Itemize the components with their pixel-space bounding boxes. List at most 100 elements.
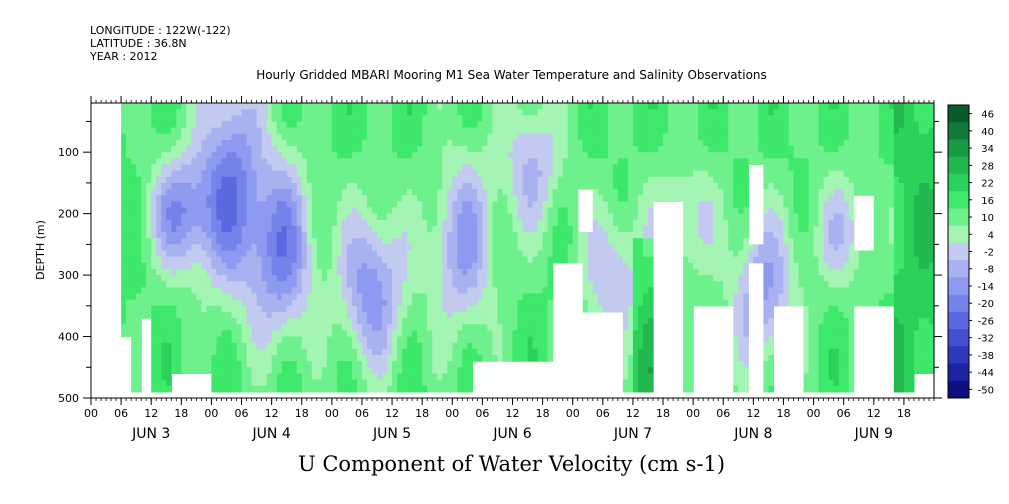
- heatmap-cell: [607, 213, 614, 221]
- heatmap-cell: [301, 330, 308, 338]
- heatmap-cell: [276, 195, 283, 202]
- heatmap-cell: [462, 127, 468, 135]
- heatmap-cell: [241, 287, 248, 295]
- heatmap-cell: [231, 361, 238, 368]
- heatmap-cell: [622, 367, 629, 375]
- heatmap-cell: [326, 164, 333, 172]
- heatmap-cell: [718, 293, 724, 301]
- heatmap-cell: [201, 281, 208, 288]
- heatmap-cell: [141, 311, 147, 319]
- heatmap-cell: [201, 348, 208, 356]
- heatmap-cell: [437, 348, 443, 356]
- heatmap-cell: [607, 133, 614, 141]
- heatmap-cell: [251, 385, 258, 393]
- heatmap-cell: [537, 238, 544, 245]
- heatmap-cell: [517, 201, 524, 209]
- heatmap-cell: [577, 103, 584, 110]
- heatmap-cell: [703, 139, 709, 147]
- heatmap-cell: [321, 299, 328, 307]
- heatmap-cell: [141, 275, 147, 282]
- heatmap-cell: [397, 342, 403, 350]
- heatmap-cell: [552, 127, 559, 135]
- heatmap-cell: [622, 293, 629, 301]
- heatmap-cell: [512, 207, 519, 215]
- heatmap-cell: [673, 121, 679, 129]
- heatmap-cell: [708, 225, 714, 233]
- heatmap-cell: [281, 275, 288, 282]
- heatmap-cell: [321, 293, 328, 301]
- heatmap-cell: [572, 176, 579, 184]
- heatmap-cell: [161, 348, 167, 356]
- heatmap-cell: [642, 201, 649, 209]
- heatmap-cell: [261, 133, 268, 141]
- heatmap-cell: [427, 195, 433, 202]
- heatmap-cell: [447, 115, 453, 123]
- heatmap-cell: [432, 176, 438, 184]
- heatmap-cell: [452, 115, 458, 123]
- heatmap-cell: [693, 225, 699, 233]
- heatmap-cell: [557, 121, 564, 129]
- heatmap-cell: [377, 268, 383, 276]
- heatmap-cell: [607, 293, 614, 301]
- heatmap-cell: [507, 219, 514, 227]
- heatmap-cell: [331, 182, 338, 190]
- heatmap-cell: [412, 176, 418, 184]
- heatmap-cell: [477, 195, 483, 202]
- heatmap-cell: [326, 189, 333, 196]
- heatmap-cell: [688, 121, 694, 129]
- heatmap-cell: [437, 385, 443, 393]
- heatmap-cell: [161, 127, 167, 135]
- heatmap-cell: [397, 115, 403, 123]
- heatmap-cell: [492, 348, 499, 356]
- heatmap-cell: [236, 354, 243, 362]
- heatmap-cell: [407, 305, 413, 313]
- heatmap-cell: [311, 103, 318, 110]
- heatmap-cell: [537, 287, 544, 295]
- heatmap-cell: [166, 225, 172, 233]
- heatmap-cell: [602, 146, 609, 153]
- heatmap-cell: [191, 189, 197, 196]
- heatmap-cell: [602, 244, 609, 252]
- heatmap-cell: [356, 324, 363, 331]
- heatmap-cell: [422, 287, 428, 295]
- heatmap-cell: [171, 232, 177, 239]
- heatmap-cell: [688, 225, 694, 233]
- heatmap-cell: [181, 103, 187, 110]
- heatmap-cell: [216, 354, 223, 362]
- heatmap-cell: [326, 311, 333, 319]
- heatmap-cell: [622, 182, 629, 190]
- heatmap-cell: [151, 256, 157, 264]
- heatmap-cell: [713, 170, 719, 178]
- heatmap-cell: [271, 281, 278, 288]
- heatmap-cell: [206, 176, 213, 184]
- heatmap-cell: [356, 354, 363, 362]
- heatmap-cell: [587, 146, 594, 153]
- heatmap-cell: [562, 139, 569, 147]
- heatmap-cell: [637, 189, 644, 196]
- heatmap-cell: [176, 189, 182, 196]
- heatmap-cell: [387, 164, 393, 172]
- heatmap-cell: [457, 330, 463, 338]
- heatmap-cell: [683, 146, 689, 153]
- heatmap-cell: [256, 379, 263, 387]
- heatmap-cell: [377, 311, 383, 319]
- heatmap-cell: [161, 189, 167, 196]
- heatmap-cell: [612, 158, 619, 166]
- heatmap-cell: [547, 281, 554, 288]
- heatmap-cell: [617, 219, 624, 227]
- heatmap-cell: [171, 299, 177, 307]
- heatmap-cell: [602, 225, 609, 233]
- heatmap-cell: [166, 213, 172, 221]
- heatmap-cell: [372, 139, 378, 147]
- heatmap-cell: [196, 348, 202, 356]
- heatmap-cell: [527, 250, 534, 258]
- heatmap-cell: [216, 115, 223, 123]
- heatmap-cell: [542, 275, 549, 282]
- heatmap-cell: [632, 311, 639, 319]
- heatmap-cell: [402, 330, 408, 338]
- heatmap-cell: [497, 250, 504, 258]
- heatmap-cell: [522, 318, 529, 325]
- heatmap-cell: [713, 238, 719, 245]
- heatmap-cell: [281, 109, 288, 116]
- heatmap-cell: [326, 342, 333, 350]
